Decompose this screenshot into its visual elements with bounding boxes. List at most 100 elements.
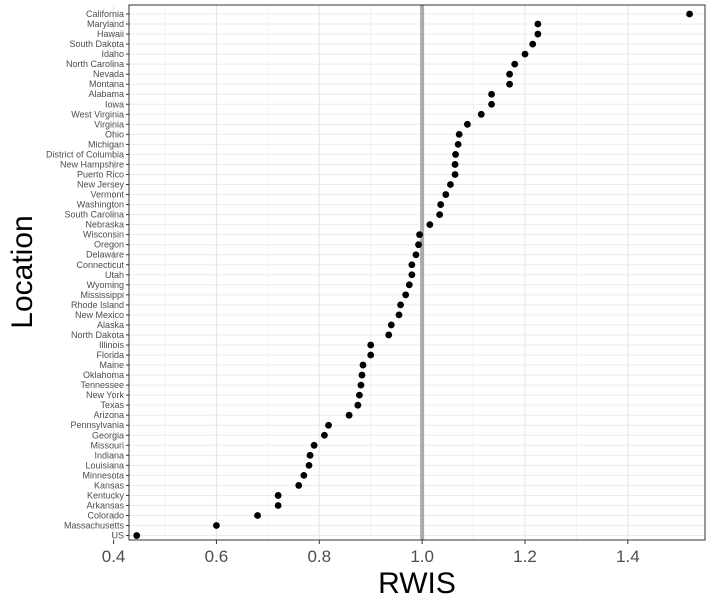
- data-point: [387, 321, 395, 329]
- data-point: [454, 140, 462, 148]
- data-point: [354, 401, 362, 409]
- data-point: [452, 151, 459, 158]
- grid-lines: [113, 5, 705, 540]
- data-point: [395, 311, 403, 319]
- data-point: [345, 411, 353, 419]
- data-point: [534, 30, 542, 38]
- data-point: [397, 301, 404, 309]
- y-tick-label: Delaware: [86, 250, 124, 260]
- y-tick-label: Louisiana: [85, 460, 124, 470]
- data-point: [358, 371, 366, 379]
- y-tick-label: Oklahoma: [83, 370, 124, 380]
- data-point: [408, 261, 416, 269]
- y-tick-label: Illinois: [99, 340, 125, 350]
- y-tick-label: South Carolina: [64, 210, 124, 220]
- y-tick-label: New Jersey: [77, 180, 125, 190]
- data-point: [488, 90, 495, 98]
- y-tick-label: Connecticut: [76, 260, 124, 270]
- y-tick-label: Mississippi: [80, 290, 124, 300]
- data-point: [451, 171, 459, 178]
- y-axis-title: Location: [6, 215, 39, 328]
- y-tick-label: Florida: [96, 350, 124, 360]
- data-point: [447, 181, 454, 188]
- data-point: [274, 502, 282, 509]
- y-tick-label: Minnesota: [82, 470, 124, 480]
- y-tick-label: Pennsylvania: [70, 420, 124, 430]
- data-point: [415, 241, 422, 249]
- y-tick-label: Washington: [77, 200, 124, 210]
- x-tick-label: 0.8: [307, 547, 331, 566]
- data-point: [367, 351, 375, 359]
- y-tick-label: Vermont: [90, 190, 124, 200]
- y-tick-label: North Dakota: [71, 330, 124, 340]
- data-point: [133, 532, 141, 539]
- data-point: [408, 271, 416, 279]
- data-point: [367, 341, 375, 349]
- x-tick-label: 1.4: [616, 547, 640, 566]
- y-tick-label: New Mexico: [75, 310, 124, 320]
- y-tick-label: Oregon: [94, 240, 124, 250]
- data-point: [357, 381, 365, 389]
- y-tick-label: New Hampshire: [60, 159, 124, 169]
- data-point: [488, 100, 495, 108]
- y-tick-label: District of Columbia: [46, 149, 124, 159]
- y-tick-label: Massachusetts: [64, 521, 125, 531]
- y-tick-label: Idaho: [101, 49, 124, 59]
- data-point: [511, 60, 519, 68]
- data-point: [686, 10, 693, 18]
- data-point: [402, 291, 410, 299]
- y-tick-label: Maryland: [87, 19, 124, 29]
- data-point: [521, 50, 529, 58]
- y-tick-label: Georgia: [92, 430, 124, 440]
- data-point: [529, 40, 537, 48]
- data-point: [477, 110, 485, 118]
- data-point: [385, 331, 393, 339]
- y-tick-label: South Dakota: [69, 39, 124, 49]
- data-point: [325, 421, 332, 429]
- y-tick-label: Hawaii: [97, 29, 124, 39]
- x-tick-label: 0.6: [205, 547, 229, 566]
- y-tick-label: Missouri: [90, 440, 124, 450]
- y-tick-label: Michigan: [88, 139, 124, 149]
- data-point: [416, 231, 423, 239]
- data-point: [321, 431, 328, 439]
- data-point: [442, 191, 450, 198]
- data-point: [464, 120, 471, 128]
- y-tick-label: Colorado: [87, 511, 124, 521]
- plot-panel: [129, 5, 705, 540]
- y-tick-label: Kentucky: [87, 490, 125, 500]
- data-point: [300, 471, 308, 479]
- y-tick-label: Montana: [89, 79, 124, 89]
- y-tick-label: Utah: [105, 270, 124, 280]
- x-tick-label: 0.4: [102, 547, 126, 566]
- y-tick-label: Nevada: [93, 69, 124, 79]
- y-tick-label: Rhode Island: [71, 300, 124, 310]
- y-tick-label: Maine: [99, 360, 124, 370]
- data-point: [506, 80, 513, 88]
- data-point: [274, 492, 282, 499]
- y-tick-label: Kansas: [94, 480, 125, 490]
- x-axis-title: RWIS: [378, 567, 456, 600]
- data-point: [506, 70, 513, 78]
- y-tick-label: Nebraska: [85, 220, 124, 230]
- y-tick-label: Puerto Rico: [77, 169, 124, 179]
- plot-border: [128, 4, 706, 541]
- y-tick-label: Alaska: [97, 320, 124, 330]
- data-points: [133, 10, 693, 539]
- data-point: [405, 281, 413, 289]
- y-tick-label: California: [86, 9, 124, 19]
- data-point: [310, 441, 318, 449]
- y-tick-label: Virginia: [94, 119, 124, 129]
- data-point: [412, 251, 420, 259]
- y-tick-label: Tennessee: [80, 380, 124, 390]
- y-tick-label: Ohio: [105, 129, 124, 139]
- data-point: [426, 221, 434, 229]
- data-point: [359, 361, 367, 369]
- data-point: [451, 161, 459, 168]
- x-tick-label: 1.0: [410, 547, 434, 566]
- y-tick-label: Wisconsin: [83, 230, 124, 240]
- y-tick-label: US: [111, 531, 124, 541]
- y-tick-label: Iowa: [105, 99, 124, 109]
